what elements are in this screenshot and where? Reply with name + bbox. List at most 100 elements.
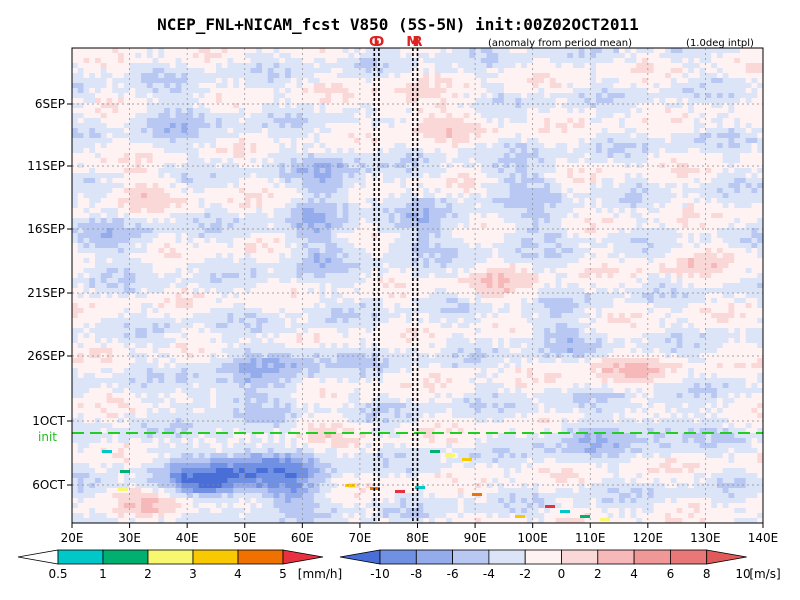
field-cell (693, 113, 701, 119)
field-cell (158, 88, 165, 94)
field-cell (423, 213, 430, 219)
field-cell (728, 163, 735, 169)
field-cell (509, 148, 517, 154)
field-cell (636, 103, 643, 109)
field-cell (584, 133, 591, 139)
field-cell (722, 163, 730, 169)
field-cell (152, 118, 160, 124)
field-cell (636, 88, 643, 94)
field-cell (630, 168, 638, 174)
field-cell (699, 218, 707, 224)
field-cell (688, 63, 695, 69)
field-cell (688, 88, 695, 94)
field-cell (77, 143, 85, 149)
field-cell (596, 208, 603, 214)
field-cell (146, 48, 154, 54)
field-cell (555, 233, 563, 239)
field-cell (325, 208, 332, 214)
field-cell (342, 123, 350, 129)
field-cell (244, 83, 252, 89)
field-cell (175, 68, 183, 74)
field-cell (342, 153, 350, 159)
field-cell (325, 243, 332, 249)
field-cell (331, 198, 338, 204)
field-cell (382, 153, 390, 159)
field-cell (699, 243, 707, 249)
field-cell (567, 103, 574, 109)
field-cell (210, 58, 217, 64)
field-cell (400, 63, 407, 69)
field-cell (434, 83, 442, 89)
field-cell (647, 188, 655, 194)
field-cell (198, 163, 206, 169)
field-cell (348, 238, 355, 244)
field-cell (158, 238, 165, 244)
field-cell (146, 153, 154, 159)
field-cell (164, 168, 171, 174)
field-cell (83, 163, 90, 169)
field-cell (693, 218, 701, 224)
field-cell (72, 218, 79, 224)
field-cell (676, 193, 684, 199)
field-cell (567, 228, 574, 234)
field-cell (382, 73, 390, 79)
field-cell (469, 113, 476, 119)
field-cell (359, 103, 367, 109)
field-cell (244, 93, 252, 99)
field-cell (279, 143, 286, 149)
field-cell (728, 233, 735, 239)
field-cell (400, 203, 407, 209)
field-cell (526, 123, 534, 129)
field-cell (146, 173, 154, 179)
field-cell (682, 88, 689, 94)
field-cell (596, 233, 603, 239)
field-cell (313, 78, 321, 84)
field-cell (256, 133, 263, 139)
field-cell (567, 98, 574, 104)
field-cell (590, 108, 597, 114)
field-cell (636, 53, 643, 59)
field-cell (77, 163, 85, 169)
field-cell (653, 233, 661, 239)
field-cell (613, 248, 620, 254)
field-cell (106, 173, 114, 179)
field-cell (590, 193, 597, 199)
field-cell (215, 208, 223, 214)
field-cell (158, 228, 165, 234)
field-cell (434, 78, 442, 84)
field-cell (653, 83, 661, 89)
field-cell (325, 203, 332, 209)
field-cell (164, 213, 171, 219)
field-cell (440, 193, 447, 199)
field-cell (711, 233, 718, 239)
field-cell (365, 223, 373, 229)
field-cell (141, 128, 148, 134)
field-cell (526, 233, 534, 239)
field-cell (302, 228, 309, 234)
field-cell (250, 228, 257, 234)
field-cell (480, 248, 488, 254)
field-cell (688, 58, 695, 64)
field-cell (751, 173, 758, 179)
field-cell (244, 203, 252, 209)
field-cell (526, 153, 534, 159)
field-cell (290, 88, 298, 94)
field-cell (244, 123, 252, 129)
field-cell (624, 178, 632, 184)
field-cell (693, 103, 701, 109)
field-cell (262, 178, 269, 184)
field-cell (498, 88, 505, 94)
field-cell (256, 63, 263, 69)
field-cell (665, 243, 672, 249)
field-cell (296, 178, 304, 184)
field-cell (377, 118, 384, 124)
field-cell (342, 103, 350, 109)
field-cell (158, 223, 165, 229)
field-cell (584, 148, 591, 154)
field-cell (544, 68, 551, 74)
field-cell (365, 253, 373, 259)
field-cell (296, 163, 304, 169)
field-cell (492, 238, 499, 244)
field-cell (440, 253, 447, 259)
field-cell (682, 93, 689, 99)
